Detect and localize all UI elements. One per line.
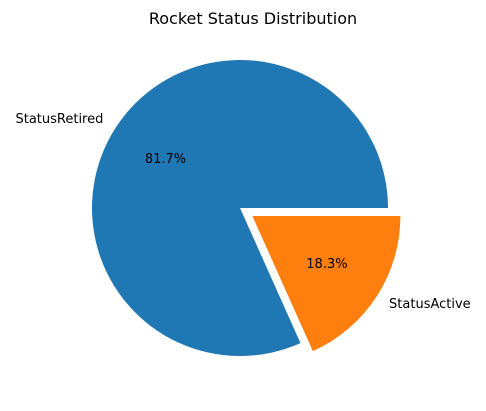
slice-label-statusactive: StatusActive: [389, 297, 471, 312]
pie-slice-statusretired: [92, 60, 389, 357]
slice-label-statusretired: StatusRetired: [15, 112, 103, 127]
slices-layer: [92, 60, 401, 357]
slice-percent-statusactive: 18.3%: [306, 257, 347, 272]
chart-title: Rocket Status Distribution: [149, 9, 357, 28]
pie-slice-statusactive: [252, 216, 401, 352]
labels-layer: StatusRetired 81.7% StatusActive 18.3%: [15, 112, 470, 312]
slice-percent-statusretired: 81.7%: [145, 152, 186, 167]
